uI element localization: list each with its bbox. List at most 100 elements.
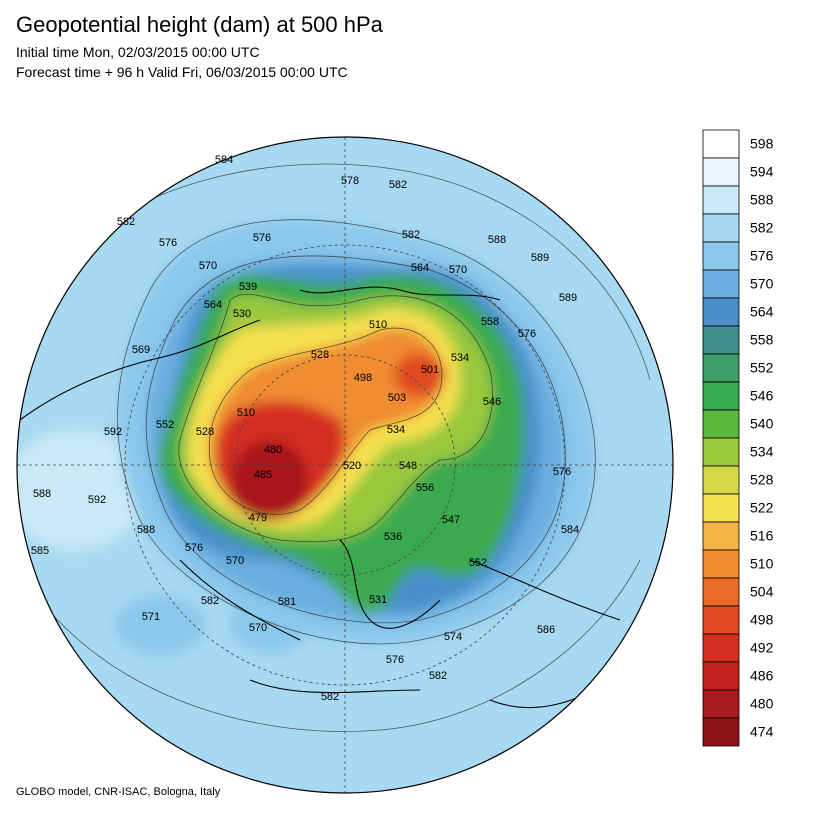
contour-label: 581 [278, 596, 296, 608]
contour-label: 528 [311, 349, 329, 361]
contour-label: 574 [444, 631, 462, 643]
colorbar-label: 564 [750, 304, 774, 320]
colorbar-box [702, 493, 740, 523]
contour-label: 582 [429, 670, 447, 682]
title: Geopotential height (dam) at 500 hPa [16, 12, 384, 37]
contour-label: 539 [239, 281, 257, 293]
contour-label: 582 [402, 229, 420, 241]
contour-label: 479 [249, 512, 267, 524]
colorbar-box [702, 409, 740, 439]
contour-label: 552 [156, 419, 174, 431]
contour-label: 576 [159, 237, 177, 249]
colorbar-label: 486 [750, 668, 774, 684]
contour-label: 588 [33, 488, 51, 500]
contour-label: 570 [199, 260, 217, 272]
contour-label: 582 [201, 595, 219, 607]
contour-label: 571 [142, 611, 160, 623]
contour-label: 592 [88, 494, 106, 506]
colorbar-box [702, 465, 740, 495]
contour-label: 576 [386, 654, 404, 666]
contour-label: 582 [389, 179, 407, 191]
contour-label: 589 [531, 252, 549, 264]
colorbar-label: 552 [750, 360, 774, 376]
contour-label: 528 [196, 426, 214, 438]
contour-label: 588 [137, 524, 155, 536]
colorbar-label: 474 [750, 724, 774, 740]
contour-label: 534 [387, 424, 405, 436]
colorbar-label: 498 [750, 612, 774, 628]
contour-label: 556 [416, 482, 434, 494]
colorbar-box [702, 325, 740, 355]
subtitle: Forecast time + 96 h Valid Fri, 06/03/20… [16, 64, 348, 80]
subtitle: Initial time Mon, 02/03/2015 00:00 UTC [16, 44, 260, 60]
colorbar-box [702, 157, 740, 187]
contour-label: 570 [449, 264, 467, 276]
contour-label: 558 [481, 316, 499, 328]
colorbar-label: 540 [750, 416, 774, 432]
contour-label: 534 [451, 352, 469, 364]
colorbar-label: 582 [750, 220, 774, 236]
contour-label: 501 [421, 364, 439, 376]
contour-label: 570 [226, 555, 244, 567]
contour-label: 547 [442, 514, 460, 526]
colorbar-label: 534 [750, 444, 774, 460]
colorbar-box [702, 549, 740, 579]
contour-label: 480 [264, 444, 282, 456]
colorbar-box [702, 129, 740, 159]
contour-label: 564 [204, 299, 222, 311]
colorbar-label: 516 [750, 528, 774, 544]
colorbar-label: 576 [750, 248, 774, 264]
contour-label: 510 [237, 407, 255, 419]
contour-label: 584 [561, 524, 579, 536]
map-border [16, 136, 674, 794]
contour-label: 485 [254, 469, 272, 481]
footer: GLOBO model, CNR-ISAC, Bologna, Italy [16, 786, 221, 798]
map-field [17, 137, 673, 793]
colorbar-box [702, 633, 740, 663]
colorbar-box [702, 605, 740, 635]
contour-label: 510 [369, 319, 387, 331]
colorbar-box [702, 437, 740, 467]
colorbar-box [702, 297, 740, 327]
colorbar-box [702, 353, 740, 383]
contour-label: 582 [321, 691, 339, 703]
colorbar-box [702, 689, 740, 719]
colorbar-label: 504 [750, 584, 774, 600]
contour-label: 584 [215, 154, 233, 166]
contour-label: 589 [559, 292, 577, 304]
contour-label: 548 [399, 460, 417, 472]
colorbar-label: 570 [750, 276, 774, 292]
contour-label: 576 [553, 466, 571, 478]
contour-label: 530 [233, 308, 251, 320]
contour-label: 570 [249, 622, 267, 634]
contour-label: 576 [518, 328, 536, 340]
colorbar-box [702, 213, 740, 243]
contour-label: 586 [537, 624, 555, 636]
contour-label: 564 [411, 262, 429, 274]
contour-label: 592 [104, 426, 122, 438]
colorbar-label: 510 [750, 556, 774, 572]
colorbar-label: 492 [750, 640, 774, 656]
colorbar-label: 480 [750, 696, 774, 712]
colorbar-box [702, 717, 740, 747]
colorbar-box [702, 521, 740, 551]
colorbar-box [702, 241, 740, 271]
contour-label: 503 [388, 392, 406, 404]
contour-label: 520 [343, 460, 361, 472]
colorbar-label: 522 [750, 500, 774, 516]
contour-label: 569 [132, 344, 150, 356]
contour-label: 552 [469, 557, 487, 569]
contour-label: 578 [341, 175, 359, 187]
contour-labels: 584 578 582 582 576 576 582 588 589 570 564 570 539 5… [31, 154, 579, 703]
contour-label: 576 [185, 542, 203, 554]
colorbar: 598 594 588 582 576 570 564 558 552 546 540 534 528 5… [702, 129, 774, 747]
colorbar-box [702, 269, 740, 299]
colorbar-box [702, 185, 740, 215]
colorbar-label: 588 [750, 192, 774, 208]
contour-label: 546 [483, 396, 501, 408]
colorbar-label: 598 [750, 136, 774, 152]
contour-label: 585 [31, 545, 49, 557]
colorbar-label: 546 [750, 388, 774, 404]
colorbar-box [702, 661, 740, 691]
